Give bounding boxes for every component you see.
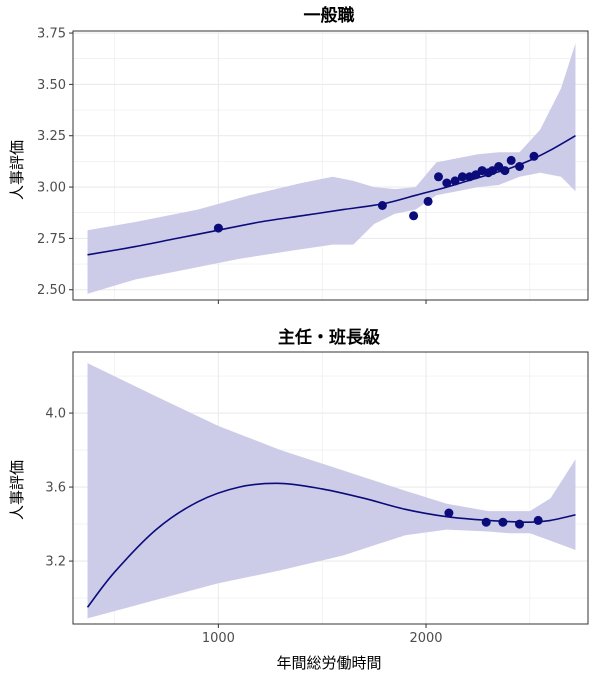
fit-line bbox=[86, 482, 576, 608]
data-point bbox=[529, 151, 539, 161]
panel-chief-leader: 主任・班長級 人事評価 年間総労働時間 3.2 3.6 4.0 1000 2000 bbox=[8, 327, 589, 672]
y-tick-label: 3.00 bbox=[37, 181, 66, 196]
data-point bbox=[409, 211, 419, 221]
data-points bbox=[213, 151, 539, 233]
y-tick-label: 3.2 bbox=[45, 555, 66, 570]
panel-title: 一般職 bbox=[304, 5, 355, 26]
data-point bbox=[423, 196, 433, 206]
data-point bbox=[533, 515, 543, 525]
panel-border bbox=[72, 30, 589, 301]
data-point bbox=[442, 178, 452, 188]
y-tick-label: 2.50 bbox=[37, 283, 66, 298]
axis-ticks: 2.50 2.75 3.00 3.25 3.50 3.75 bbox=[37, 27, 427, 304]
x-tick-label: 2000 bbox=[409, 631, 442, 646]
data-point bbox=[515, 519, 524, 529]
panel-general-staff: 一般職 人事評価 2.50 2.75 3.00 3.25 3.50 3.75 bbox=[8, 5, 589, 304]
y-tick-label: 3.75 bbox=[37, 27, 66, 42]
data-point bbox=[500, 166, 510, 176]
data-point bbox=[377, 201, 387, 210]
y-tick-label: 3.50 bbox=[37, 78, 66, 93]
data-point bbox=[444, 508, 454, 518]
y-tick-label: 2.75 bbox=[37, 232, 66, 247]
y-axis-label: 人事評価 bbox=[8, 140, 26, 200]
panel-border bbox=[72, 351, 589, 625]
data-point bbox=[506, 155, 516, 165]
data-point bbox=[481, 517, 491, 527]
data-points bbox=[444, 508, 543, 529]
data-point bbox=[498, 517, 508, 527]
y-axis-label: 人事評価 bbox=[8, 460, 26, 520]
y-tick-label: 3.6 bbox=[45, 481, 66, 496]
panel-title: 主任・班長級 bbox=[278, 327, 380, 348]
fit-curve bbox=[86, 482, 576, 608]
x-tick-label: 1000 bbox=[202, 631, 235, 646]
data-point bbox=[213, 223, 223, 233]
grid bbox=[73, 31, 588, 300]
axis-ticks: 3.2 3.6 4.0 1000 2000 bbox=[45, 407, 442, 646]
data-point bbox=[457, 172, 467, 182]
y-tick-label: 4.0 bbox=[45, 407, 66, 422]
y-tick-label: 3.25 bbox=[37, 129, 66, 144]
data-point bbox=[450, 176, 460, 186]
x-axis-label: 年間総労働時間 bbox=[276, 654, 381, 672]
data-point bbox=[515, 162, 524, 171]
data-point bbox=[434, 172, 443, 182]
